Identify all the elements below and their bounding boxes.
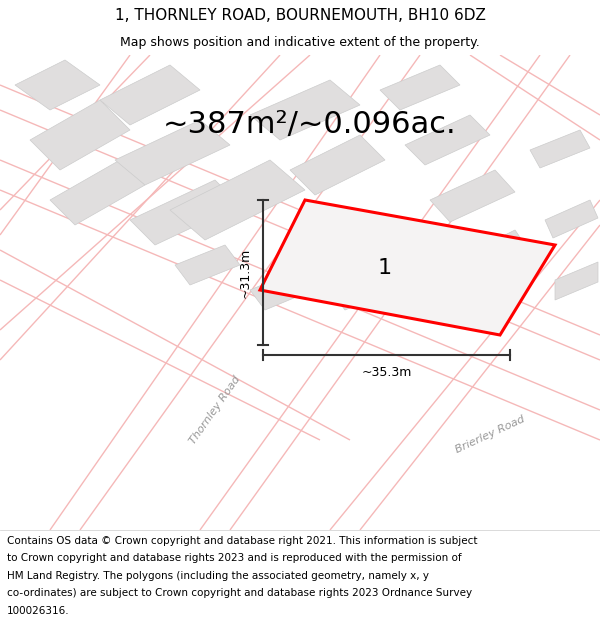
- Polygon shape: [455, 230, 530, 282]
- Text: ~35.3m: ~35.3m: [361, 366, 412, 379]
- Polygon shape: [50, 160, 145, 225]
- Polygon shape: [330, 265, 405, 310]
- Polygon shape: [115, 120, 230, 185]
- Text: Thornley Road: Thornley Road: [188, 374, 242, 446]
- Text: 1: 1: [378, 258, 392, 278]
- Text: 1, THORNLEY ROAD, BOURNEMOUTH, BH10 6DZ: 1, THORNLEY ROAD, BOURNEMOUTH, BH10 6DZ: [115, 8, 485, 23]
- Polygon shape: [405, 115, 490, 165]
- Polygon shape: [380, 65, 460, 110]
- Polygon shape: [545, 200, 598, 238]
- Polygon shape: [410, 262, 483, 305]
- Polygon shape: [290, 135, 385, 195]
- Polygon shape: [100, 65, 200, 125]
- Text: Map shows position and indicative extent of the property.: Map shows position and indicative extent…: [120, 36, 480, 49]
- Polygon shape: [430, 170, 515, 222]
- Text: HM Land Registry. The polygons (including the associated geometry, namely x, y: HM Land Registry. The polygons (includin…: [7, 571, 429, 581]
- Text: 100026316.: 100026316.: [7, 606, 70, 616]
- Polygon shape: [130, 180, 240, 245]
- Text: ~31.3m: ~31.3m: [239, 248, 251, 298]
- Text: Brierley Road: Brierley Road: [454, 414, 526, 456]
- Text: Contains OS data © Crown copyright and database right 2021. This information is : Contains OS data © Crown copyright and d…: [7, 536, 478, 546]
- Text: co-ordinates) are subject to Crown copyright and database rights 2023 Ordnance S: co-ordinates) are subject to Crown copyr…: [7, 588, 472, 598]
- Text: to Crown copyright and database rights 2023 and is reproduced with the permissio: to Crown copyright and database rights 2…: [7, 553, 462, 563]
- Text: ~387m²/~0.096ac.: ~387m²/~0.096ac.: [163, 111, 457, 139]
- Polygon shape: [260, 200, 555, 335]
- Polygon shape: [250, 265, 325, 310]
- Polygon shape: [15, 60, 100, 110]
- Polygon shape: [530, 130, 590, 168]
- Polygon shape: [175, 245, 240, 285]
- Polygon shape: [170, 160, 305, 240]
- Polygon shape: [250, 80, 360, 140]
- Polygon shape: [30, 100, 130, 170]
- Polygon shape: [555, 262, 598, 300]
